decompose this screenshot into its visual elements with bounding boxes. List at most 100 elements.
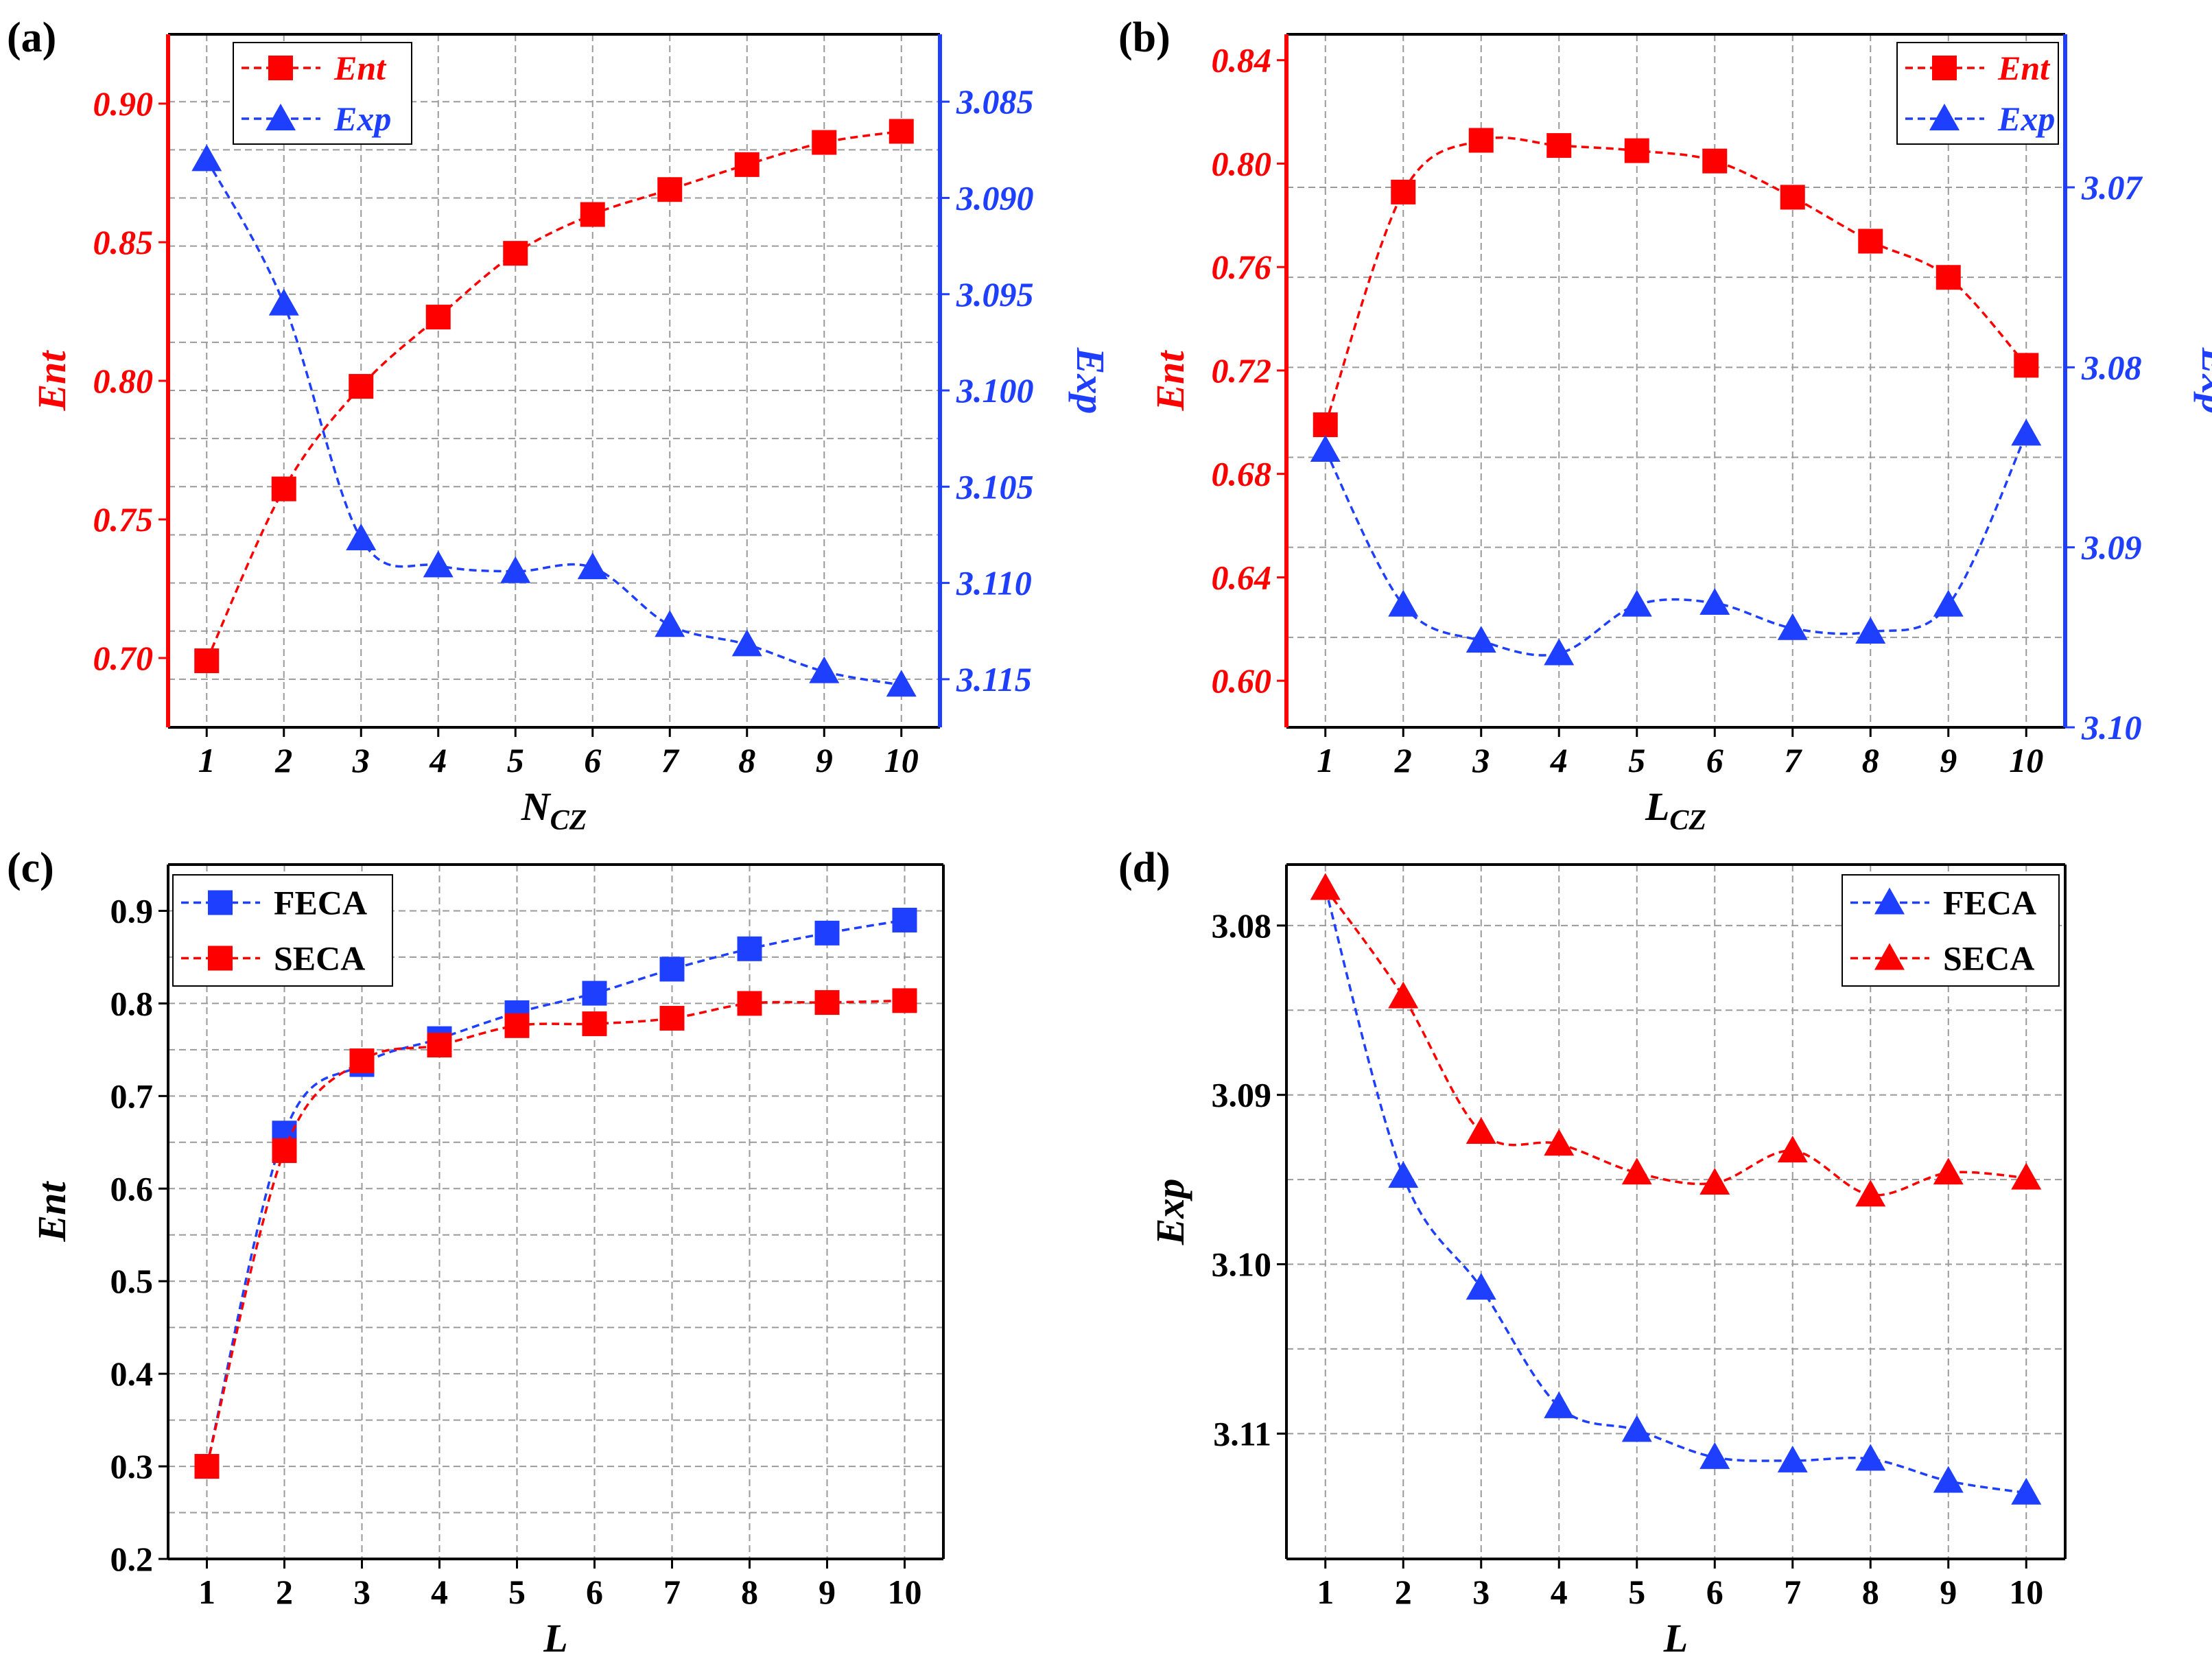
data-point: [1391, 179, 1416, 204]
panel-label: (b): [1118, 14, 1170, 61]
data-point: [2014, 353, 2039, 378]
x-axis-label: NCZ: [521, 784, 587, 836]
data-point: [580, 202, 605, 227]
x-axis-label: L: [543, 1616, 567, 1655]
x-tick-label: 10: [884, 741, 919, 779]
data-point: [1777, 613, 1808, 640]
data-point: [1544, 638, 1575, 666]
y-tick-label: 0.85: [93, 223, 154, 261]
x-tick-label: 2: [274, 741, 292, 779]
y-tick-label: 0.3: [110, 1447, 154, 1486]
series-seca: [1310, 873, 2042, 1207]
y-axis-label: Ent: [1148, 350, 1192, 412]
data-point: [271, 476, 296, 502]
y-tick-label: 0.2: [110, 1540, 154, 1578]
data-point: [1388, 1161, 1419, 1188]
x-tick-label: 3: [1472, 741, 1490, 779]
data-point: [809, 656, 840, 683]
data-point: [1544, 1129, 1575, 1156]
y2-tick-label: 3.10: [2081, 708, 2142, 747]
data-point: [1858, 228, 1883, 254]
data-point: [1388, 981, 1419, 1009]
data-point: [1466, 1273, 1496, 1300]
y-axis-label: Ent: [30, 350, 74, 412]
data-point: [1310, 435, 1341, 462]
x-tick-label: 3: [1472, 1573, 1490, 1611]
x-tick-label: 6: [586, 1573, 603, 1611]
data-point: [191, 144, 222, 172]
data-point: [1699, 587, 1730, 615]
x-tick-label: 7: [1784, 1573, 1801, 1611]
series-exp: [1310, 419, 2042, 666]
panel-c: 1 2 3 4 5 6 7 8 9 10 0.2 0.3 0.4 0.5 0.6 0.7 0.8 0.9 L Ent F…: [7, 845, 945, 1655]
data-point: [1699, 1168, 1730, 1195]
y2-tick-label: 3.08: [2081, 348, 2142, 386]
legend-label: Exp: [333, 99, 391, 138]
x-axis-label-sub: CZ: [550, 805, 587, 836]
series-line: [1324, 136, 2027, 425]
data-point: [504, 1013, 530, 1038]
data-point: [423, 550, 454, 578]
series-ent: [194, 119, 914, 674]
data-point: [1621, 589, 1652, 617]
series-line: [1324, 433, 2027, 657]
x-tick-label: 9: [816, 741, 833, 779]
legend: Ent Exp: [233, 42, 412, 145]
series-line: [205, 159, 902, 687]
x-tick-label: 7: [663, 1573, 681, 1611]
data-point: [1936, 265, 1961, 290]
y2-tick-label: 3.07: [2081, 168, 2143, 207]
x-tick-label: 5: [1628, 741, 1645, 779]
x-tick-label: 8: [1862, 741, 1879, 779]
legend-label: SECA: [1943, 939, 2034, 978]
x-tick-label: 2: [1395, 1573, 1412, 1611]
y-tick-label: 0.64: [1212, 558, 1272, 596]
data-point: [427, 1033, 452, 1058]
y-tick-label: 0.9: [110, 891, 154, 930]
x-tick-label: 4: [429, 741, 447, 779]
legend-marker: [266, 104, 296, 130]
data-point: [577, 552, 608, 580]
panel-label: (c): [7, 845, 54, 891]
series-seca: [194, 988, 917, 1479]
data-point: [1466, 626, 1496, 653]
y-tick-label: 0.68: [1212, 455, 1272, 493]
y2-tick-label: 3.090: [956, 178, 1034, 217]
y-tick-label: 3.08: [1212, 906, 1272, 945]
data-point: [194, 648, 220, 674]
y-tick-label: 0.7: [110, 1077, 154, 1115]
data-point: [737, 991, 762, 1016]
legend: FECA SECA: [172, 874, 393, 987]
data-point: [655, 610, 685, 637]
legend-box: [233, 42, 412, 145]
data-point: [1310, 873, 1341, 900]
grid: [168, 865, 943, 1560]
data-point: [1702, 148, 1728, 174]
x-tick-label: 10: [888, 1573, 922, 1611]
data-point: [1544, 1391, 1575, 1418]
data-point: [1780, 185, 1805, 210]
data-point: [346, 524, 377, 551]
x-axis-label: L: [1663, 1616, 1688, 1655]
data-point: [582, 981, 607, 1006]
panel-d: 1 2 3 4 5 6 7 8 9 10 3.08 3.09 3.10 3.11 L Exp FECA SECA (…: [1118, 845, 2067, 1655]
x-tick-label: 6: [1706, 1573, 1723, 1611]
data-point: [734, 152, 760, 177]
x-axis-label-main: N: [521, 784, 552, 829]
x-tick-label: 7: [661, 741, 680, 779]
x-tick-label: 1: [1317, 1573, 1334, 1611]
x-tick-label: 2: [276, 1573, 293, 1611]
x-tick-label: 4: [1550, 741, 1568, 779]
data-point: [194, 1454, 220, 1479]
series-feca: [194, 907, 917, 1479]
data-point: [1855, 1444, 1886, 1471]
series-feca: [1310, 873, 2042, 1505]
panel-label: (a): [7, 14, 56, 61]
series-ent: [1313, 128, 2039, 438]
y-tick-label: 0.5: [110, 1262, 154, 1300]
y-tick-label: 0.4: [110, 1354, 154, 1393]
y-tick-label: 0.76: [1212, 248, 1272, 286]
legend-marker: [1932, 56, 1957, 80]
y-tick-label: 3.09: [1212, 1076, 1272, 1114]
